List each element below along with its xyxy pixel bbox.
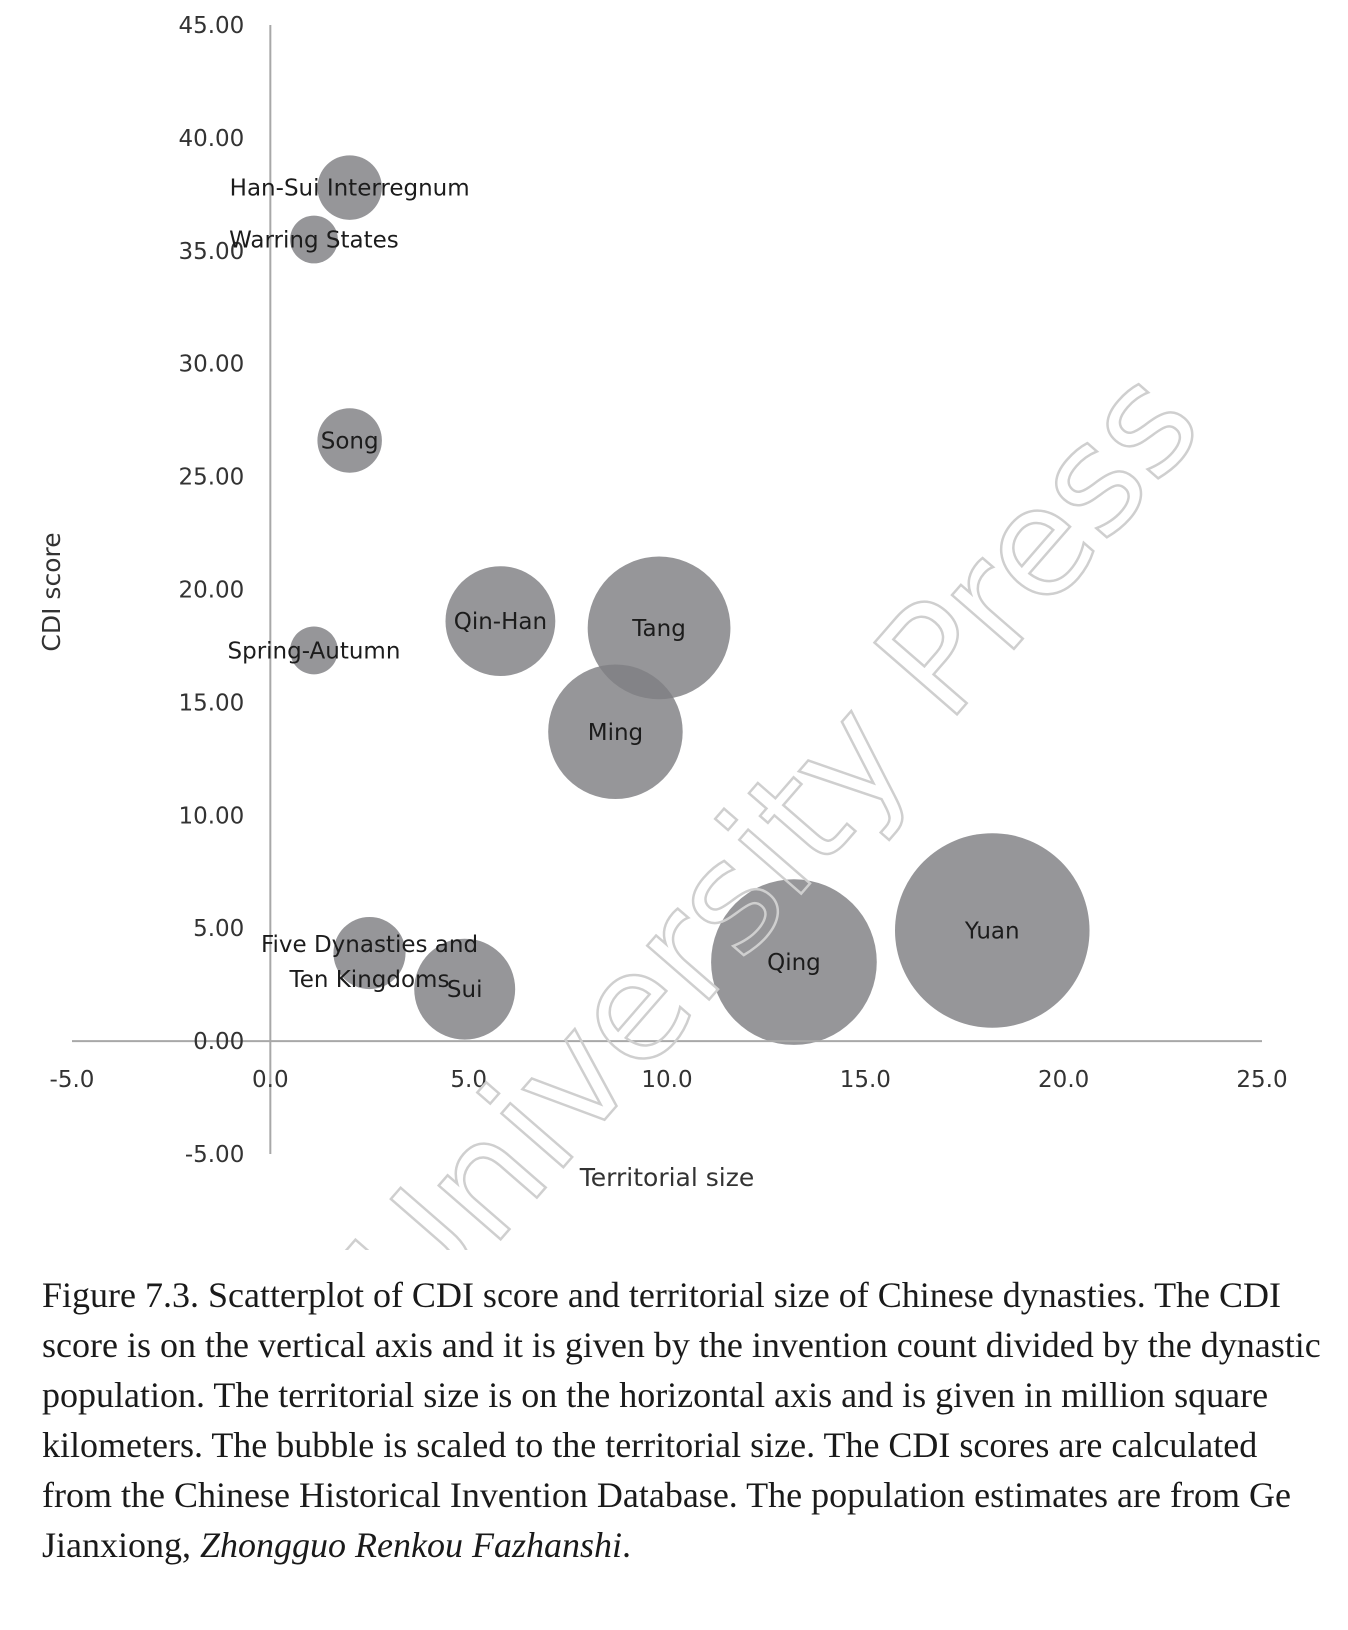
y-tick-label: 10.00	[178, 803, 244, 829]
figure-caption: Figure 7.3. Scatterplot of CDI score and…	[42, 1270, 1332, 1570]
bubble-label: Warring States	[229, 228, 399, 254]
bubble-label: Five Dynasties and Ten Kingdoms	[261, 932, 478, 993]
y-tick-label: 25.00	[178, 465, 244, 491]
y-tick-label: 30.00	[178, 352, 244, 378]
y-tick-label: 15.00	[178, 690, 244, 716]
bubble-layer	[290, 155, 1090, 1045]
x-tick-label: 5.0	[450, 1067, 487, 1093]
x-tick-label: 0.0	[252, 1067, 289, 1093]
bubble-label: Spring-Autumn	[228, 638, 401, 664]
watermark: Yale University Press	[89, 337, 1234, 1250]
bubble-qin-han	[445, 566, 556, 677]
bubble-label: Song	[321, 428, 379, 454]
bubble-label: Ming	[588, 720, 643, 746]
bubble-yuan	[894, 833, 1090, 1028]
y-tick-label: 45.00	[178, 13, 244, 39]
bubble-spring-autumn	[290, 626, 338, 675]
bubble-ming	[548, 664, 683, 800]
bubble-label: Han-Sui Interregnum	[230, 176, 470, 202]
caption-end: .	[621, 1525, 631, 1565]
y-tick-label: 5.00	[193, 916, 244, 942]
bubble-label: Qing	[767, 950, 821, 976]
bubble-chart: -5.00 0.00 5.00 10.00 15.00 20.00 25.00 30.00 35…	[37, 13, 1288, 1250]
bubble-han-sui-interregnum	[317, 155, 382, 220]
bubble-warring-states	[290, 215, 338, 264]
bubble-five-dynasties-and-ten-kingdoms	[333, 916, 406, 990]
y-tick-label: 0.00	[193, 1029, 244, 1055]
caption-text: Figure 7.3. Scatterplot of CDI score and…	[42, 1275, 1321, 1565]
x-tick-label: 10.0	[641, 1067, 692, 1093]
bubble-label: Qin-Han	[454, 609, 547, 635]
y-tick-label: 35.00	[178, 239, 244, 265]
bubble-song	[317, 408, 382, 473]
bubble-sui	[414, 938, 516, 1040]
axes	[72, 25, 1262, 1154]
bubble-label: Sui	[447, 977, 483, 1003]
x-tick-label: -5.0	[50, 1067, 95, 1093]
x-tick-label: 20.0	[1038, 1067, 1089, 1093]
y-tick-label: -5.00	[185, 1142, 245, 1168]
y-tick-label: 20.00	[178, 578, 244, 604]
caption-book-title: Zhongguo Renkou Fazhanshi	[200, 1525, 622, 1565]
x-tick-label: 15.0	[840, 1067, 891, 1093]
bubble-qing	[711, 879, 877, 1045]
bubble-label: Yuan	[964, 918, 1020, 944]
x-axis-title: Territorial size	[579, 1163, 754, 1192]
y-axis-title: CDI score	[37, 532, 66, 651]
tick-labels: -5.00 0.00 5.00 10.00 15.00 20.00 25.00 30.00 35…	[50, 13, 1288, 1168]
bubble-label: Tang	[631, 616, 686, 642]
bubble-labels: Han-Sui Interregnum Warring States Song Spr…	[228, 176, 1020, 1004]
y-tick-label: 40.00	[178, 126, 244, 152]
x-tick-label: 25.0	[1236, 1067, 1287, 1093]
bubble-tang	[587, 556, 731, 700]
